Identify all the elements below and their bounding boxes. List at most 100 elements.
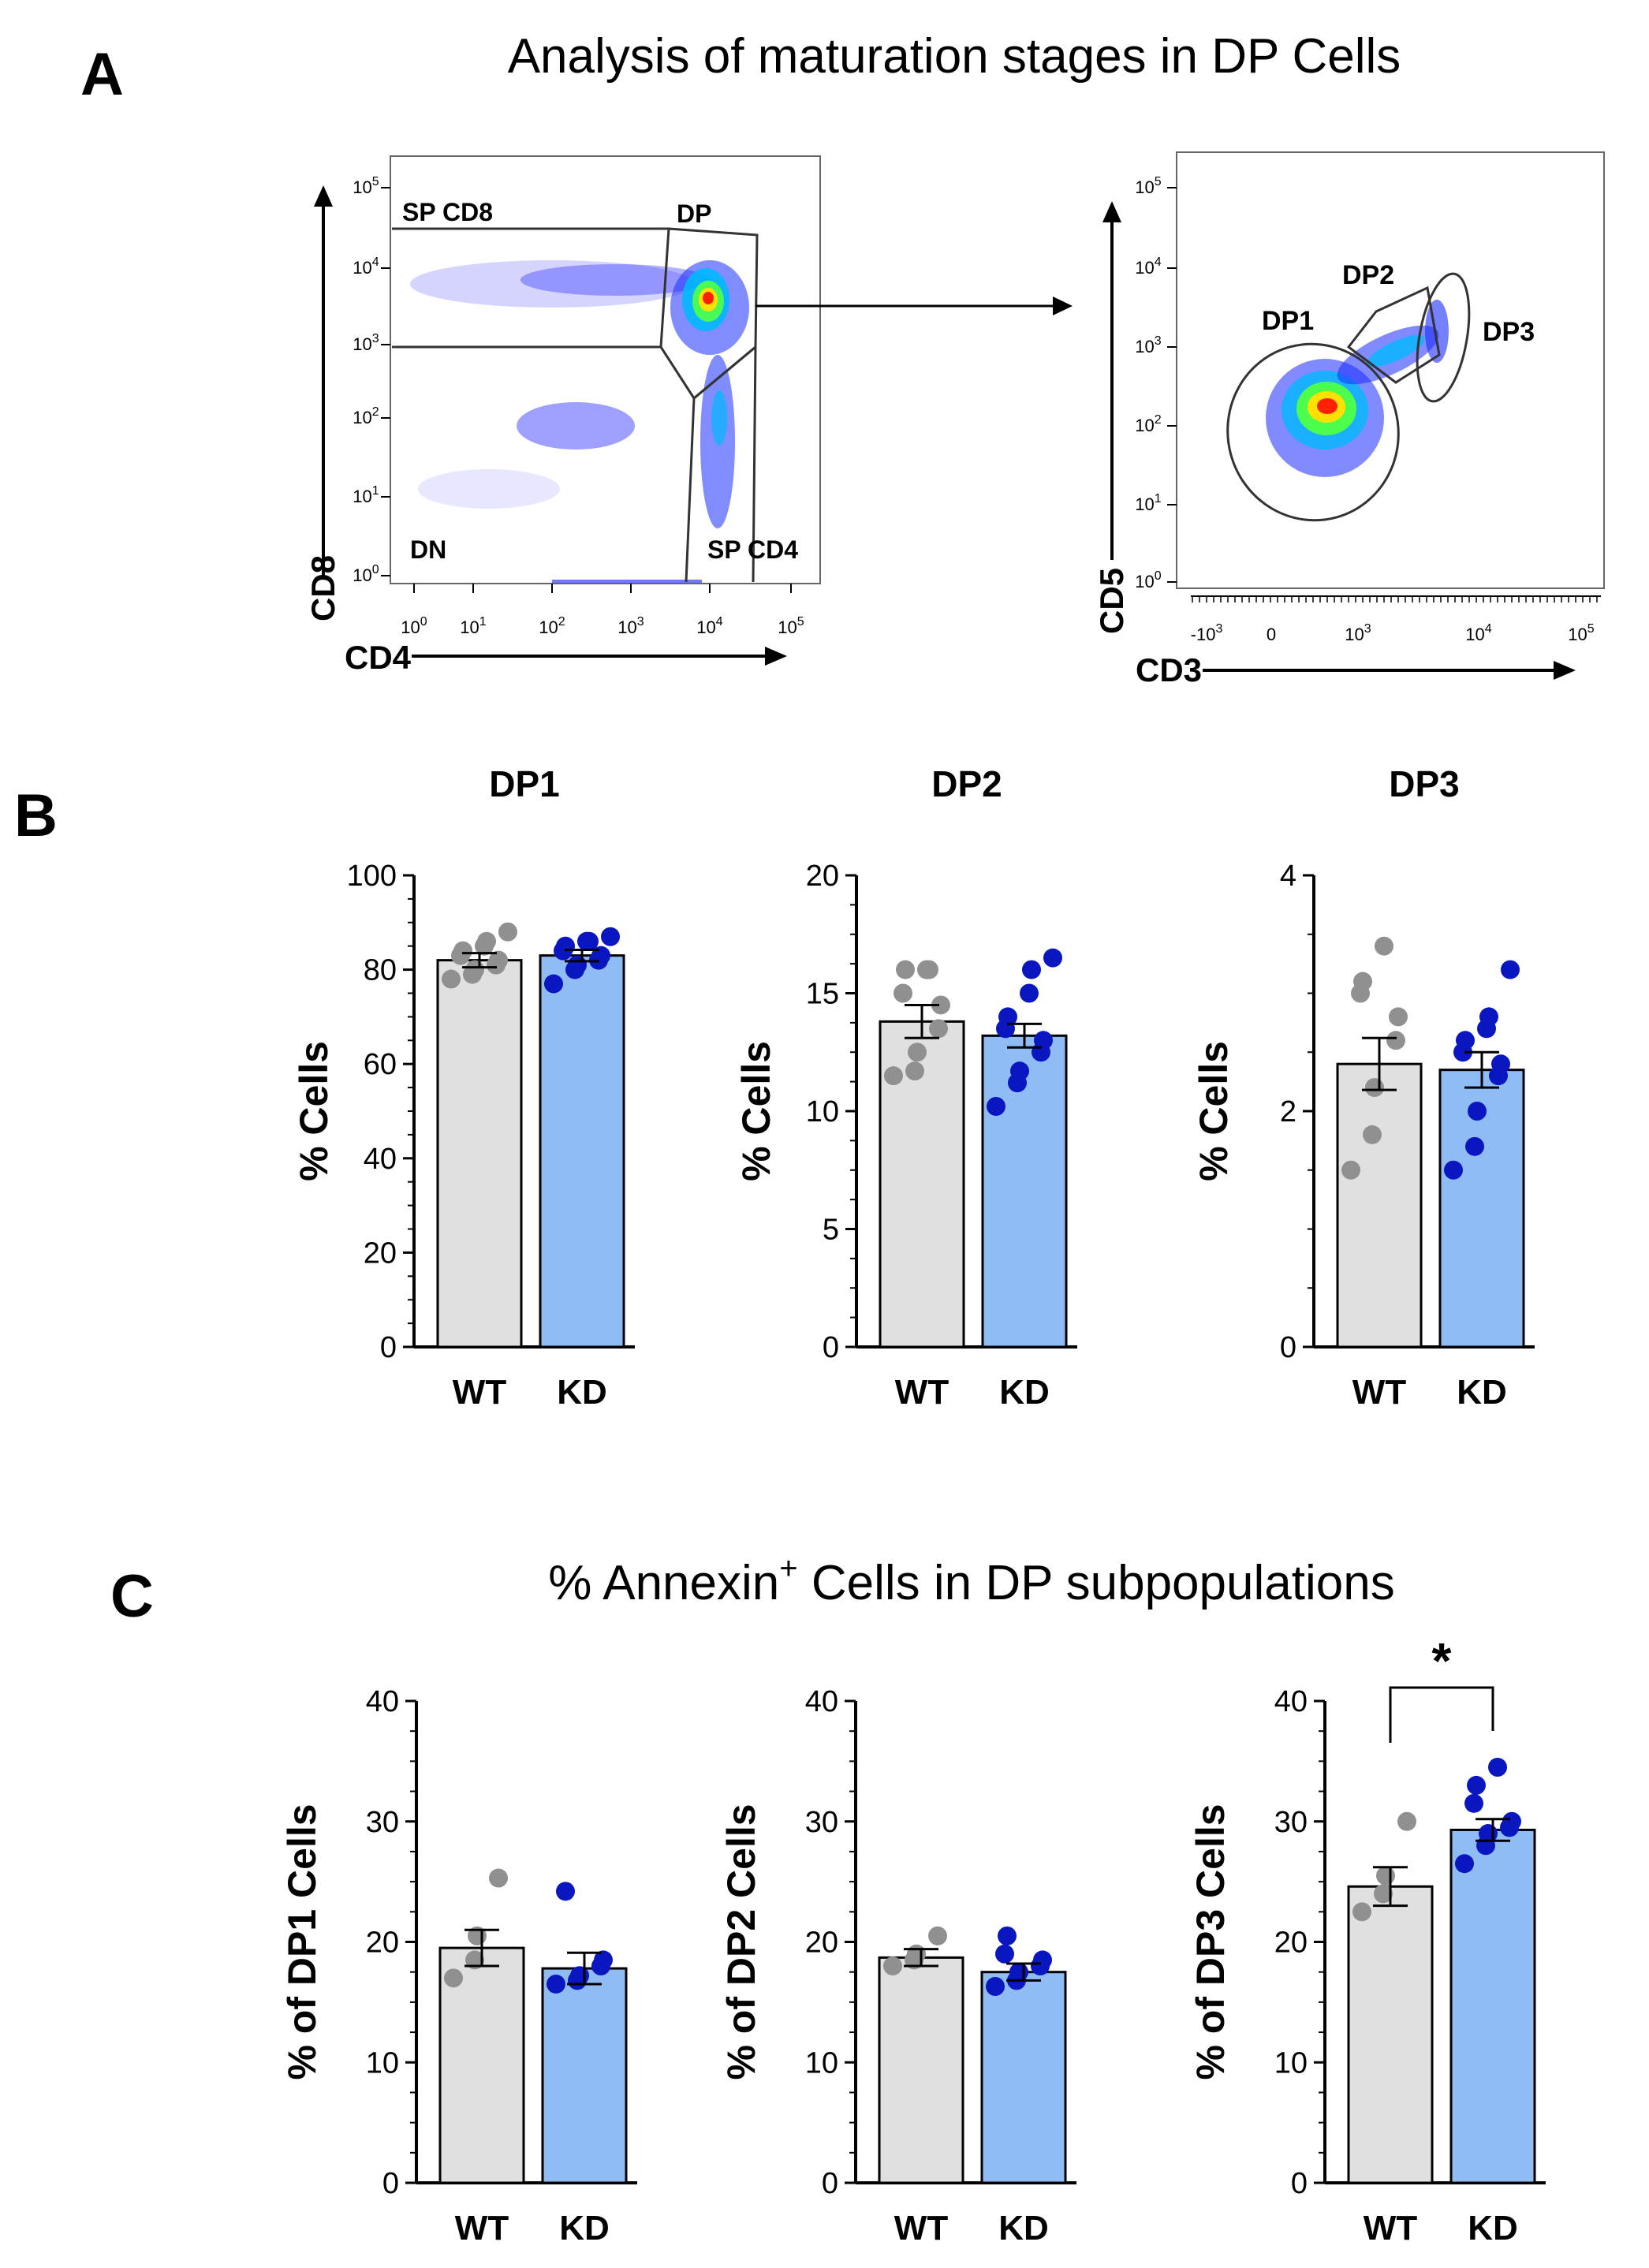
y-tick-label: 15 xyxy=(806,978,839,1011)
data-point-kd xyxy=(1022,960,1041,979)
data-point-wt xyxy=(444,1968,463,1988)
plot2-y-tick-label-base: 10 xyxy=(1135,337,1154,356)
y-tick-label: 0 xyxy=(823,1331,839,1364)
data-point-wt xyxy=(498,922,517,942)
data-point-wt xyxy=(1365,1078,1384,1098)
y-tick-label: 20 xyxy=(1274,1927,1308,1960)
data-point-wt xyxy=(1376,1866,1395,1886)
y-tick-label: 0 xyxy=(382,2167,399,2200)
y-tick-label: 10 xyxy=(805,2046,838,2080)
plot1-y-tick-label: 102 xyxy=(353,405,379,427)
plot2-y-tick-label-exp: 3 xyxy=(1155,334,1162,348)
plot1-x-tick-label-exp: 1 xyxy=(479,615,487,629)
panel-a-title: Analysis of maturation stages in DP Cell… xyxy=(508,29,1401,84)
plot1-y-tick-label-exp: 3 xyxy=(372,332,379,345)
data-point-wt xyxy=(477,931,496,951)
bar-chart-3: DP3 0 2 4 % Cells WT KD xyxy=(1192,763,1535,1412)
plot2-gates xyxy=(1226,272,1471,522)
data-point-wt xyxy=(920,960,938,979)
gate-dp1 xyxy=(1226,342,1400,522)
plot2-x-tick-label-exp: 5 xyxy=(1587,622,1595,636)
significance-star: * xyxy=(1432,1632,1452,1689)
plot2-y-label: CD5 xyxy=(1093,568,1130,634)
plot2-x-tick-label: -103 xyxy=(1191,622,1223,644)
plot2-x-tick-label-base: 0 xyxy=(1267,625,1276,644)
plot2-y-tick-label: 101 xyxy=(1135,492,1161,514)
plot1-frame xyxy=(390,155,821,584)
plot2-x-tick-label-base: 10 xyxy=(1345,625,1364,644)
data-point-kd xyxy=(1464,1793,1483,1813)
chart-title: DP1 xyxy=(489,763,559,804)
y-tick-label: 10 xyxy=(806,1095,839,1128)
x-tick-label: KD xyxy=(559,2209,610,2247)
plot2-y-tick-label-exp: 2 xyxy=(1155,413,1162,427)
data-point-kd xyxy=(998,1007,1017,1027)
panel-c-letter: C xyxy=(110,1563,154,1630)
x-tick-label: WT xyxy=(894,2209,949,2247)
bar-wt xyxy=(1347,1885,1434,2184)
panel-c-title-prefix: % Annexin xyxy=(548,1556,779,1610)
plot1-y-tick-label-base: 10 xyxy=(353,408,371,427)
gate-label-dp2: DP2 xyxy=(1342,260,1394,290)
data-point-kd xyxy=(1465,1136,1484,1156)
plot1-x-tick-label: 104 xyxy=(696,615,722,637)
plot1-x-tick-label-base: 10 xyxy=(617,617,636,637)
y-tick-label: 0 xyxy=(1280,1331,1296,1364)
plot1-y-tick-label: 105 xyxy=(353,175,379,197)
y-tick-label: 4 xyxy=(1280,860,1296,893)
panel-c-title-suffix: Cells in DP subpopulations xyxy=(798,1556,1395,1610)
x-tick-label: KD xyxy=(557,1373,607,1412)
data-point-wt xyxy=(883,1957,902,1976)
panel-b-letter: B xyxy=(14,782,58,849)
data-point-wt xyxy=(1353,972,1372,991)
gate-label-dp: DP xyxy=(677,200,711,228)
data-point-kd xyxy=(556,936,575,956)
plot2-x-arrowhead xyxy=(1554,661,1576,680)
data-point-kd xyxy=(1034,1031,1053,1050)
x-tick-label: WT xyxy=(455,2209,509,2247)
y-tick-label: 20 xyxy=(806,860,839,893)
data-point-kd xyxy=(544,974,563,994)
data-point-wt xyxy=(465,960,484,979)
data-point-kd xyxy=(601,927,620,946)
plot2-x-tick-label: 0 xyxy=(1267,625,1276,644)
plot2-y-tick-label-exp: 5 xyxy=(1155,175,1162,188)
plot1-x-tick-label-base: 10 xyxy=(401,617,420,637)
data-point-wt xyxy=(907,1944,926,1964)
y-tick-label: 30 xyxy=(805,1806,838,1839)
plot2-x-tick-label-exp: 3 xyxy=(1364,622,1371,636)
data-point-kd xyxy=(1455,1854,1474,1874)
data-point-wt xyxy=(928,1926,947,1945)
plot1-x-tick-label-exp: 3 xyxy=(637,615,644,629)
plot2-x-ticks: -103 0 103 104 105 xyxy=(1191,595,1601,644)
plot1-density xyxy=(410,260,749,583)
data-point-wt xyxy=(453,941,472,961)
y-tick-label: 10 xyxy=(1274,2046,1308,2080)
x-tick-label: KD xyxy=(998,2209,1049,2247)
plot1-y-tick-label-base: 10 xyxy=(353,565,371,585)
plot2-density xyxy=(1266,300,1449,477)
y-tick-label: 80 xyxy=(364,954,397,987)
data-point-kd xyxy=(1468,1102,1487,1121)
plot1-x-tick-label-base: 10 xyxy=(696,617,715,637)
y-tick-label: 0 xyxy=(822,2167,838,2200)
plot1-x-tick-label-exp: 5 xyxy=(797,615,804,629)
data-point-kd xyxy=(986,1977,1005,1997)
plot1-y-tick-label: 104 xyxy=(353,256,379,278)
data-point-wt xyxy=(489,950,508,970)
plot1-y-label: CD8 xyxy=(304,555,341,621)
plot1-x-arrowhead xyxy=(765,647,787,666)
plot2-x-tick-label: 104 xyxy=(1465,622,1491,644)
data-point-wt xyxy=(1374,1884,1393,1904)
panel-c-title: % Annexin+ Cells in DP subpopulations xyxy=(548,1551,1394,1610)
data-point-wt xyxy=(465,1950,484,1970)
y-tick-label: 0 xyxy=(380,1331,397,1364)
data-point-wt xyxy=(1397,1811,1416,1831)
plot2-y-tick-label-base: 10 xyxy=(1135,258,1154,278)
plot2-x-tick-label-exp: 3 xyxy=(1215,622,1222,636)
plot1-x-label: CD4 xyxy=(345,639,412,676)
bar-chart-4: 0 10 20 30 40 % of DP1 Cells WT KD xyxy=(280,1685,637,2247)
data-point-wt xyxy=(1375,936,1393,956)
